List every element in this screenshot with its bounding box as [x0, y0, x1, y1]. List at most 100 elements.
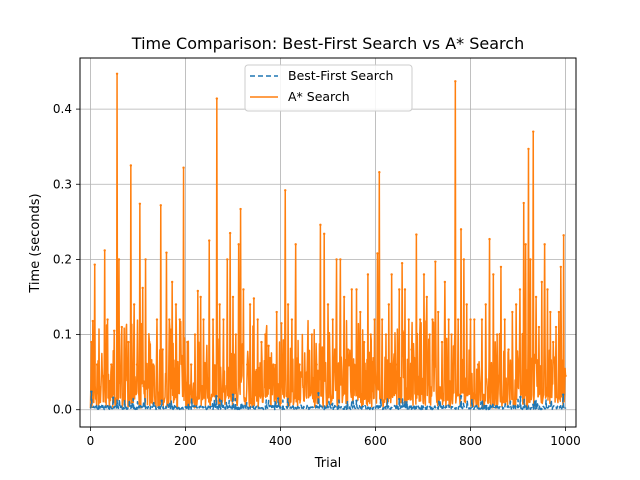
data-point-astar [208, 239, 211, 242]
data-point-astar [518, 288, 522, 291]
data-point-astar [462, 258, 466, 261]
data-point-astar [428, 333, 431, 336]
data-point-astar [469, 318, 472, 321]
y-axis-ticks: 0.0 0.1 0.2 0.3 0.4 [53, 102, 80, 417]
data-point-astar [91, 319, 95, 323]
data-point-astar [290, 318, 294, 321]
data-point-astar [202, 318, 205, 321]
data-point-astar [476, 363, 480, 366]
data-point-astar [473, 318, 476, 321]
data-point-astar [431, 318, 434, 321]
data-point-best-first [317, 391, 320, 395]
data-point-astar [326, 303, 330, 306]
data-point-astar [359, 310, 362, 314]
data-point-astar [101, 374, 105, 378]
data-point-astar [437, 310, 440, 314]
data-point-astar [298, 363, 301, 366]
data-point-astar [93, 263, 96, 266]
data-point-astar [148, 340, 151, 344]
data-point-astar [141, 286, 144, 290]
data-point-astar [234, 333, 238, 336]
data-point-astar [319, 223, 322, 227]
data-point-astar [193, 333, 197, 336]
data-point-best-first [519, 395, 522, 399]
data-point-astar [174, 303, 178, 306]
data-point-astar [499, 265, 503, 269]
data-point-astar [373, 318, 376, 321]
y-axis-label: Time (seconds) [28, 193, 43, 293]
data-point-astar [310, 333, 314, 336]
x-tick-label: 600 [364, 434, 387, 448]
data-point-astar [170, 280, 174, 284]
data-point-astar [252, 297, 256, 300]
data-point-astar [272, 363, 275, 366]
x-axis-ticks: 0 200 400 600 800 1000 [87, 427, 581, 448]
data-point-astar [376, 252, 379, 255]
data-point-astar [103, 249, 106, 252]
data-point-astar [440, 340, 444, 344]
data-point-astar [551, 340, 555, 344]
data-point-astar [267, 344, 270, 348]
data-point-astar [403, 288, 407, 291]
y-tick-label: 0.1 [53, 328, 72, 342]
data-point-astar [422, 273, 426, 276]
data-point-astar [339, 258, 342, 261]
data-point-astar [456, 318, 460, 321]
data-point-astar [294, 243, 297, 246]
data-point-astar [537, 325, 541, 329]
data-point-astar [246, 363, 249, 366]
data-point-astar [546, 288, 549, 291]
data-point-astar [543, 243, 546, 246]
data-point-astar [378, 171, 381, 174]
data-point-astar [237, 243, 240, 246]
data-point-astar [492, 273, 495, 276]
data-point-astar [228, 231, 232, 235]
series-line-best-first [89, 390, 567, 411]
data-point-astar [527, 147, 530, 151]
data-point-astar [248, 303, 252, 306]
data-point-astar [132, 303, 136, 306]
data-point-astar [425, 295, 429, 299]
legend-box [244, 64, 413, 112]
data-point-astar [384, 333, 388, 336]
data-point-astar [242, 288, 245, 291]
data-point-astar [380, 318, 384, 321]
data-point-astar [454, 80, 457, 83]
data-point-astar [564, 374, 567, 378]
data-point-astar [205, 363, 208, 366]
data-point-astar [529, 258, 532, 261]
y-tick-label: 0.3 [53, 177, 72, 191]
data-point-astar [335, 258, 338, 261]
data-point-astar [280, 322, 283, 325]
data-point-astar [222, 318, 225, 321]
data-point-astar [387, 303, 391, 306]
data-point-astar [447, 318, 450, 321]
data-point-astar [453, 348, 456, 351]
data-point-astar [355, 288, 358, 291]
data-point-astar [534, 295, 538, 299]
data-point-astar [215, 97, 219, 100]
legend: Best-First Search A* Search [244, 64, 413, 112]
data-point-best-first [459, 394, 463, 398]
data-point-astar [322, 232, 326, 236]
data-point-astar [362, 340, 366, 344]
data-point-astar [562, 234, 565, 237]
data-point-astar [459, 228, 463, 231]
data-point-astar [369, 333, 372, 336]
data-point-astar [286, 303, 290, 306]
data-point-astar [165, 251, 168, 254]
data-point-astar [182, 166, 185, 169]
data-point-astar [106, 318, 109, 321]
x-tick-label: 1000 [550, 434, 581, 448]
x-tick-label: 0 [87, 434, 95, 448]
data-point-best-first [561, 393, 565, 396]
data-point-astar [342, 295, 346, 299]
data-point-astar [418, 318, 422, 321]
series-layer [89, 72, 567, 411]
data-point-astar [507, 348, 510, 351]
chart-title: Time Comparison: Best-First Search vs A*… [131, 34, 524, 53]
data-point-astar [178, 318, 181, 321]
data-point-astar [239, 207, 242, 211]
data-point-astar [407, 318, 410, 321]
